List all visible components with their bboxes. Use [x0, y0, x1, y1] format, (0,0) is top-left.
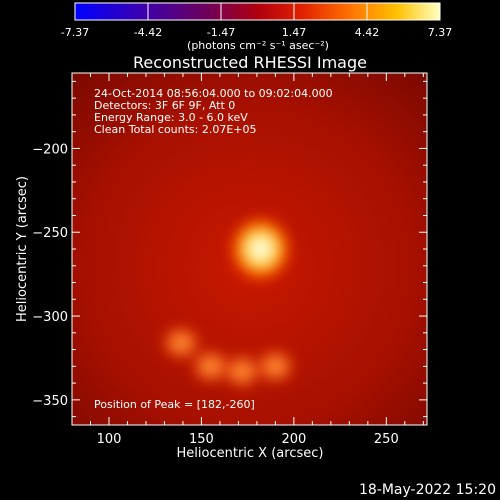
colorbar-units-label: (photons cm⁻² s⁻¹ asec⁻²) — [187, 39, 329, 52]
colorbar-tick-label: 7.37 — [428, 26, 453, 39]
y-tick-label: −350 — [32, 394, 68, 409]
colorbar-tick-label: -7.37 — [61, 26, 89, 39]
heatmap-image — [72, 73, 427, 425]
annotation-line: Detectors: 3F 6F 9F, Att 0 — [94, 99, 235, 112]
peak-source — [226, 213, 295, 285]
x-tick-label: 200 — [281, 432, 306, 447]
x-tick-label: 150 — [189, 432, 214, 447]
y-tick-label: −250 — [32, 226, 68, 241]
x-axis-label: Heliocentric X (arcsec) — [177, 446, 324, 461]
y-axis-label: Heliocentric Y (arcsec) — [15, 176, 30, 322]
annotation-line: Energy Range: 3.0 - 6.0 keV — [94, 111, 248, 124]
colorbar-tick-label: -4.42 — [134, 26, 162, 39]
x-tick-label: 250 — [374, 432, 399, 447]
footpoint-source — [159, 323, 204, 363]
peak-position-label: Position of Peak = [182,-260] — [94, 398, 255, 411]
y-tick-label: −300 — [32, 310, 68, 325]
x-axis-ticks: 100 150 200 250 — [89, 73, 424, 447]
colorbar-tick-label: 1.47 — [282, 26, 307, 39]
y-tick-label: −200 — [32, 142, 68, 157]
colorbar-tick-label: 4.42 — [355, 26, 380, 39]
footer-timestamp: 18-May-2022 15:20 — [358, 482, 496, 498]
footpoint-source — [253, 346, 298, 387]
annotation-line: 24-Oct-2014 08:56:04.000 to 09:02:04.000 — [94, 87, 333, 100]
image-annotations: 24-Oct-2014 08:56:04.000 to 09:02:04.000… — [94, 87, 333, 136]
colorbar-ticks: -7.37 -4.42 -1.47 1.47 4.42 7.37 — [61, 3, 452, 39]
annotation-line: Clean Total counts: 2.07E+05 — [94, 123, 257, 136]
x-tick-label: 100 — [97, 432, 122, 447]
colorbar — [74, 2, 441, 21]
footpoint-source — [220, 351, 265, 392]
chart-title: Reconstructed RHESSI Image — [133, 53, 367, 72]
colorbar-tick-label: -1.47 — [207, 26, 235, 39]
y-axis-ticks: −200 −250 −300 −350 — [32, 80, 427, 418]
